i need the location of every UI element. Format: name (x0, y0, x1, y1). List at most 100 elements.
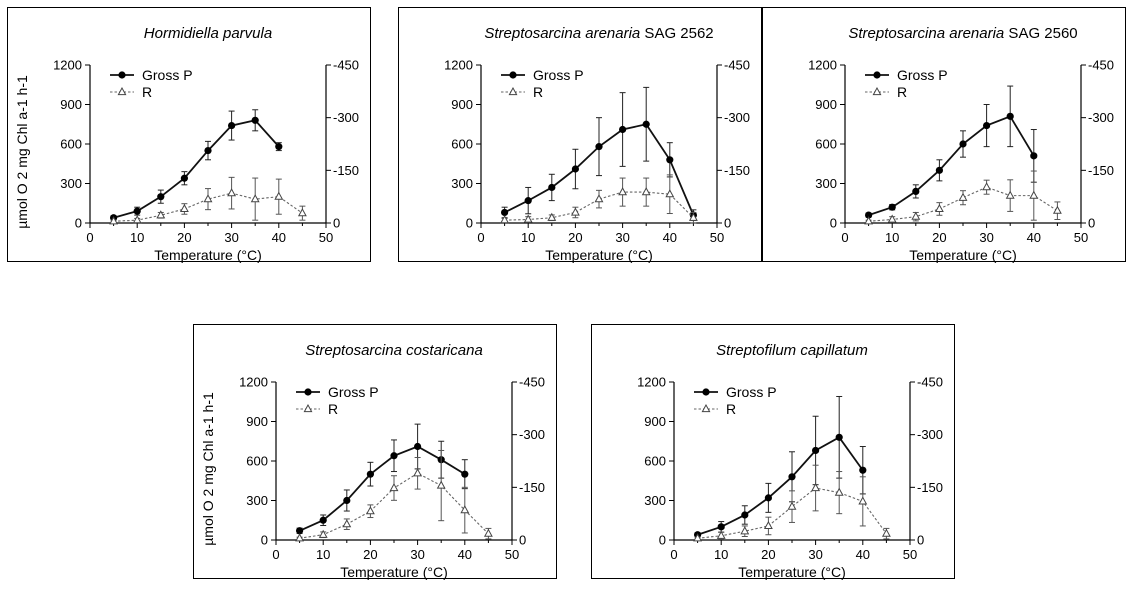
r-point (740, 526, 750, 535)
x-tick-label: 40 (856, 547, 870, 562)
chart-title-species: Streptosarcina arenaria (484, 25, 640, 42)
x-tick-label: 0 (86, 230, 93, 245)
chart-svg-2: Streptosarcina arenaria SAG 2562 0 10 20 30 4… (444, 25, 750, 263)
x-tick-label: 0 (670, 547, 677, 562)
legend-gross-p-label: Gross P (328, 384, 379, 400)
chart-panel-4: Streptosarcina costaricana 0 10 20 30 40 50 0 30… (193, 324, 557, 580)
gross-p-point (865, 211, 873, 219)
x-tick-label: 0 (272, 547, 279, 562)
y-left-tick-label: 1200 (239, 375, 268, 390)
series-gross-p (865, 85, 1038, 219)
x-tick-label: 10 (521, 230, 535, 245)
gross-p-point (548, 183, 556, 192)
y-right-tick-label: -300 (1088, 110, 1114, 125)
series-r (109, 176, 307, 225)
legend-gross-p-marker (118, 71, 126, 79)
y-left-tick-label: 900 (60, 97, 82, 112)
r-point (460, 505, 470, 514)
r-point (413, 468, 423, 477)
r-point (618, 187, 628, 196)
r-point (570, 207, 580, 216)
gross-p-point (366, 470, 374, 478)
y-right-tick-label: -300 (519, 427, 545, 442)
y-right-tick-label: -150 (917, 480, 943, 495)
y-right-tick-label: 0 (724, 216, 731, 231)
r-point (834, 487, 844, 496)
chart-title-strain: SAG 2560 (1004, 25, 1077, 42)
gross-p-point (501, 208, 509, 217)
r-point (274, 191, 284, 200)
x-tick-label: 10 (316, 547, 330, 562)
legend-gross-p-label: Gross P (726, 384, 777, 400)
legend-gross-p-marker (304, 388, 312, 396)
r-point (693, 533, 703, 542)
x-axis-label: Temperature (°C) (154, 247, 262, 263)
r-point (864, 216, 874, 225)
y-left-tick-label: 900 (246, 414, 268, 429)
legend: Gross PR (865, 67, 948, 100)
legend-gross-p-label: Gross P (142, 67, 193, 83)
y-right-tick-label: 0 (917, 533, 924, 548)
r-point (342, 519, 352, 528)
gross-p-line (697, 436, 864, 536)
gross-p-point (642, 120, 650, 128)
series-gross-p (110, 109, 283, 222)
series-r (864, 170, 1062, 225)
gross-p-line (299, 445, 466, 532)
x-axis-label: Temperature (°C) (738, 564, 846, 580)
chart-title: Streptosarcina arenaria SAG 2562 (484, 25, 713, 42)
x-tick-label: 30 (979, 230, 993, 245)
y-right-tick-label: 0 (333, 216, 340, 231)
chart-title-species: Streptosarcina arenaria (848, 25, 1004, 42)
x-tick-label: 40 (458, 547, 472, 562)
r-point (716, 530, 726, 539)
legend-gross-p-marker (873, 71, 881, 79)
gross-p-point (959, 140, 967, 148)
legend-gross-p-marker (702, 388, 710, 396)
chart-panel-3: Streptosarcina arenaria SAG 2560 0 10 20 30 4… (762, 7, 1126, 263)
gross-p-point (788, 473, 796, 481)
gross-p-point (390, 452, 398, 460)
legend-r-marker (872, 86, 882, 96)
r-point (665, 189, 675, 198)
gross-p-point (133, 207, 141, 215)
gross-p-point (251, 116, 259, 124)
chart-panel-5: Streptofilum capillatum 0 10 20 30 40 50 0 300 60… (591, 324, 955, 580)
series-gross-p (296, 423, 469, 535)
x-tick-label: 10 (714, 547, 728, 562)
r-line (697, 487, 887, 539)
r-point (295, 533, 305, 542)
y-right-tick-label: -450 (333, 58, 359, 73)
y-left-tick-label: 1200 (444, 58, 473, 73)
gross-p-point (888, 203, 896, 211)
gross-p-point (319, 516, 327, 524)
gross-p-point (414, 442, 422, 451)
legend-gross-p-marker (509, 71, 517, 79)
r-point (1005, 190, 1015, 199)
x-tick-label: 50 (710, 230, 724, 245)
gross-p-point (1030, 152, 1038, 160)
y-left-tick-label: 300 (815, 176, 837, 191)
gross-p-point (835, 433, 843, 441)
r-point (365, 506, 375, 515)
r-line (504, 191, 694, 221)
y-axis-label-text: µmol O 2 mg Chl a-1 h-1 (200, 392, 216, 546)
y-left-tick-label: 1200 (637, 375, 666, 390)
gross-p-point (935, 166, 943, 174)
x-tick-label: 40 (272, 230, 286, 245)
r-line (113, 192, 303, 222)
y-right-tick-label: -300 (333, 110, 359, 125)
y-right-tick-label: -150 (333, 163, 359, 178)
series-r (500, 174, 698, 224)
y-left-tick-label: 600 (60, 137, 82, 152)
x-tick-label: 20 (932, 230, 946, 245)
y-left-tick-label: 1200 (808, 58, 837, 73)
gross-p-line (113, 119, 280, 219)
r-point (297, 208, 307, 217)
y-left-tick-label: 0 (830, 216, 837, 231)
r-point (156, 210, 166, 219)
y-right-tick-label: -150 (724, 163, 750, 178)
y-left-tick-label: 900 (451, 97, 473, 112)
